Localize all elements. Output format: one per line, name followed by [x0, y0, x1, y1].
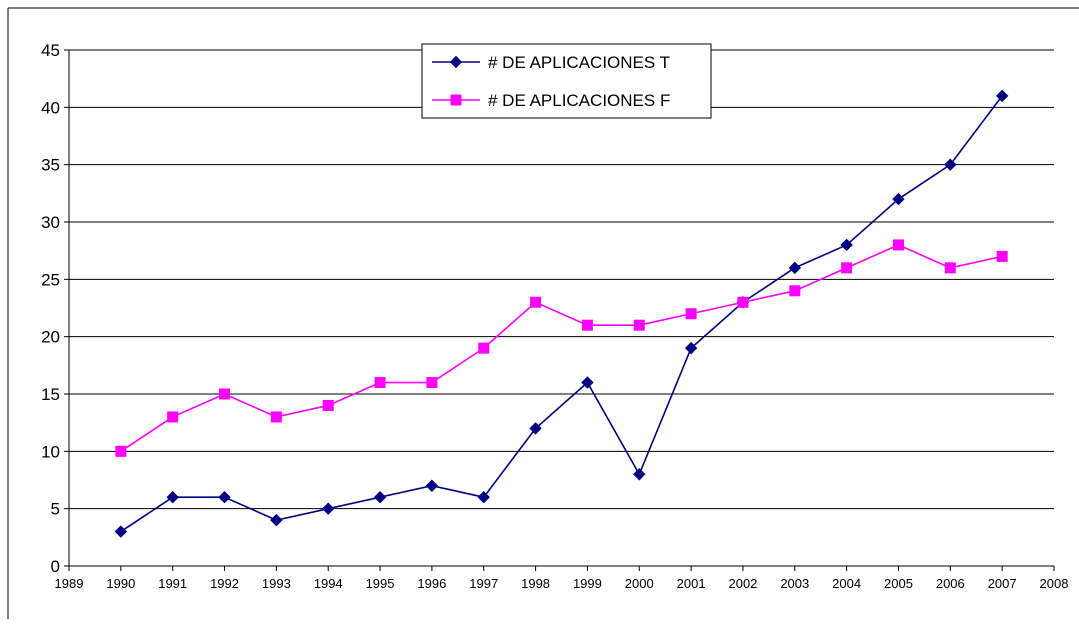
series-2-line — [120, 244, 1003, 452]
series-1-point-1995 — [373, 490, 387, 504]
x-tick-label-1999: 1999 — [573, 576, 602, 591]
x-tick-label-1992: 1992 — [210, 576, 239, 591]
x-tick-label-1994: 1994 — [314, 576, 343, 591]
series-2-point-1996 — [426, 377, 438, 389]
x-tick-label-2002: 2002 — [728, 576, 757, 591]
series-1-point-1999 — [581, 376, 594, 389]
legend-item-1: # DE APLICACIONES T — [432, 53, 670, 72]
x-tick-label-1989: 1989 — [55, 576, 84, 591]
series-1-point-1991 — [166, 490, 179, 504]
series-1-point-2004 — [840, 238, 853, 252]
series-1-point-1992 — [218, 490, 231, 504]
series-2-point-2002 — [737, 296, 749, 308]
legend-box — [421, 43, 712, 119]
x-tick-label-1995: 1995 — [366, 576, 395, 591]
series-1-point-2006 — [944, 158, 957, 171]
series-2-point-1991 — [167, 411, 179, 423]
y-tick-labels: 0 5 10 15 20 25 30 35 40 45 — [41, 41, 60, 576]
series-2-point-2006 — [944, 262, 956, 274]
x-tick-label-1993: 1993 — [262, 576, 291, 591]
series-2-point-2000 — [633, 319, 645, 331]
series-2-point-2004 — [841, 262, 853, 274]
x-tick-label-2000: 2000 — [625, 576, 654, 591]
series-1-point-1994 — [322, 502, 335, 515]
series-2-point-2003 — [789, 285, 801, 297]
x-tick-label-2008: 2008 — [1040, 576, 1069, 591]
series-1-point-2003 — [788, 261, 801, 275]
series-2-point-1992 — [219, 388, 231, 400]
series-2-point-1997 — [478, 342, 490, 354]
series-2-point-2007 — [996, 250, 1008, 262]
series-1-point-2005 — [892, 192, 905, 206]
series-1-point-2001 — [684, 341, 698, 355]
series-1-point-1990 — [114, 525, 128, 538]
y-tick-label-30: 30 — [41, 213, 60, 232]
y-tick-label-0: 0 — [51, 557, 60, 576]
series-2-point-2005 — [892, 239, 904, 251]
legend-item-2: # DE APLICACIONES F — [432, 91, 670, 110]
series-1-line — [120, 95, 1003, 533]
x-tick-label-2003: 2003 — [780, 576, 809, 591]
y-tick-label-10: 10 — [41, 442, 60, 461]
y-tick-label-25: 25 — [41, 270, 60, 289]
legend-label-2: # DE APLICACIONES F — [488, 91, 670, 110]
series-2-point-1990 — [115, 445, 127, 457]
legend: # DE APLICACIONES T # DE APLICACIONES F — [421, 43, 712, 119]
x-tick-label-1990: 1990 — [106, 576, 135, 591]
x-tick-label-2004: 2004 — [832, 576, 861, 591]
x-tick-label-1991: 1991 — [158, 576, 187, 591]
series-1-point-1998 — [529, 422, 542, 435]
series-1-point-1993 — [270, 513, 283, 527]
y-tick-label-5: 5 — [51, 500, 60, 519]
y-tick-label-45: 45 — [41, 41, 60, 60]
series-2 — [115, 239, 1008, 457]
legend-label-1: # DE APLICACIONES T — [488, 53, 670, 72]
x-tick-label-2007: 2007 — [988, 576, 1017, 591]
x-tick-label-2001: 2001 — [677, 576, 706, 591]
series-2-point-1999 — [581, 319, 593, 331]
series-2-point-1995 — [374, 377, 386, 389]
grid-lines — [69, 49, 1054, 510]
series — [114, 89, 1009, 538]
legend-swatch-marker-2 — [450, 94, 462, 106]
series-2-point-1998 — [530, 296, 542, 308]
y-tick-label-35: 35 — [41, 156, 60, 175]
x-tick-label-2006: 2006 — [936, 576, 965, 591]
x-tick-label-2005: 2005 — [884, 576, 913, 591]
y-tick-label-20: 20 — [41, 328, 60, 347]
series-2-point-1994 — [322, 399, 334, 411]
x-tick-label-1998: 1998 — [521, 576, 550, 591]
y-tick-label-15: 15 — [41, 385, 60, 404]
x-tick-label-1997: 1997 — [469, 576, 498, 591]
x-tick-label-1996: 1996 — [417, 576, 446, 591]
legend-swatch-marker-1 — [449, 55, 463, 69]
series-1-point-1996 — [425, 479, 439, 492]
axes — [64, 49, 1055, 571]
y-tick-label-40: 40 — [41, 98, 60, 117]
series-2-point-2001 — [685, 308, 697, 320]
x-tick-labels: 1989 1990 1991 1992 1993 1994 1995 1996 1997 1998… — [55, 576, 1069, 591]
series-2-point-1993 — [270, 411, 282, 423]
series-1-point-1997 — [477, 490, 490, 504]
series-1-point-2007 — [995, 89, 1009, 103]
series-1-point-2000 — [633, 468, 646, 481]
series-1 — [114, 89, 1009, 538]
